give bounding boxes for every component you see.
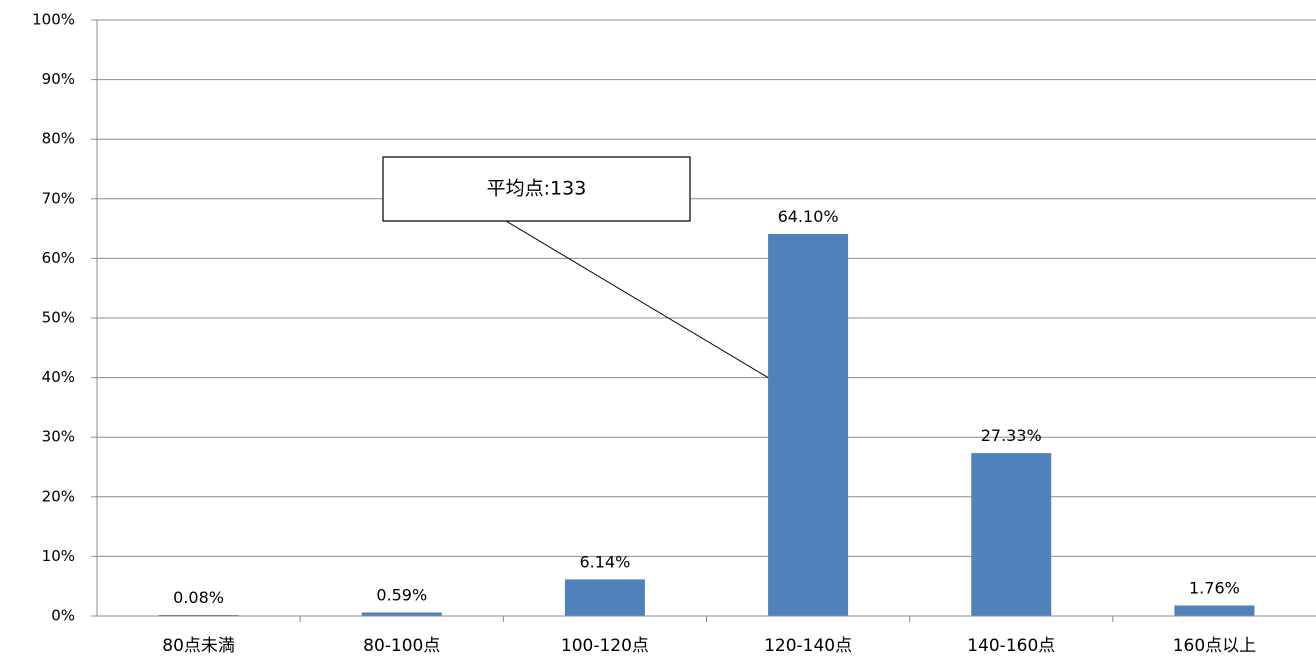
x-axis-ticks: 80点未満 80-100点 100-120点 120-140点 140-160点 160点… [162,636,1256,656]
y-tick-label: 30% [42,428,75,446]
x-tick-label: 120-140点 [764,636,852,656]
x-tick-label: 80-100点 [363,636,440,656]
bar [768,233,849,617]
y-tick-label: 40% [42,368,75,386]
x-tick-label: 80点未満 [162,636,235,656]
y-tick-label: 70% [42,189,75,207]
bars [158,233,1255,617]
bar [971,453,1052,616]
data-label: 27.33% [981,426,1042,445]
gridlines [97,19,1316,557]
data-label: 6.14% [580,552,631,571]
data-label: 64.10% [778,207,839,226]
data-label: 0.08% [173,588,224,607]
x-tick-label: 100-120点 [561,636,649,656]
y-tick-label: 20% [42,487,75,505]
y-tick-label: 90% [42,70,75,88]
y-tick-label: 60% [42,249,75,267]
y-axis-ticks: 0% 10% 20% 30% 40% 50% 60% 70% 80% 90% 100% [32,11,75,625]
axes [91,19,1316,622]
y-tick-label: 100% [32,11,75,29]
bar [1174,605,1255,616]
x-tick-label: 160点以上 [1173,636,1256,656]
y-tick-label: 0% [51,607,75,625]
y-tick-label: 80% [42,130,75,148]
y-tick-label: 50% [42,309,75,327]
callout-box [382,156,691,222]
data-labels: 0.08% 0.59% 6.14% 64.10% 27.33% 1.76% [173,207,1240,607]
x-tick-label: 140-160点 [967,636,1055,656]
average-callout: 平均点:133 [382,156,769,379]
bar [564,579,645,616]
callout-text: 平均点:133 [487,178,587,200]
callout-leader-line [505,220,769,379]
data-label: 1.76% [1189,579,1240,598]
y-tick-label: 10% [42,547,75,565]
bar [361,612,442,616]
data-label: 0.59% [376,585,427,604]
